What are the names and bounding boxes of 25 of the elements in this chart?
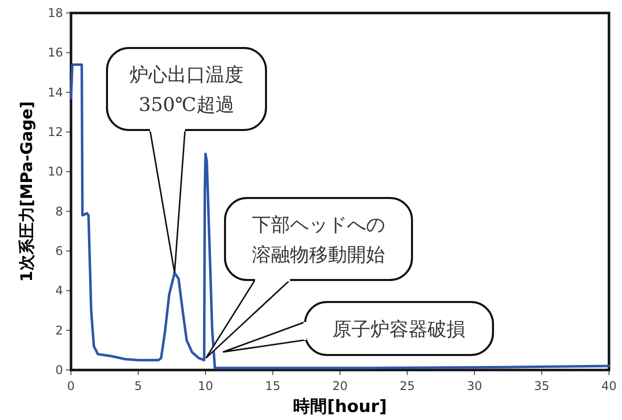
annotation: 炉心出口温度350℃超過	[130, 64, 244, 116]
x-axis-title: 時間[hour]	[293, 397, 387, 417]
x-tick-label: 0	[67, 379, 75, 393]
y-tick-label: 10	[48, 164, 63, 179]
x-tick-label: 20	[332, 379, 348, 393]
y-tick-label: 14	[48, 85, 63, 100]
x-tick-label: 30	[466, 379, 482, 393]
y-tick-label: 2	[55, 323, 63, 338]
annotation: 原子炉容器破損	[332, 318, 466, 340]
x-tick-label: 40	[601, 379, 617, 393]
x-tick-label: 15	[265, 379, 280, 393]
annotation: 下部ヘッドへの溶融物移動開始	[252, 214, 385, 266]
y-tick-label: 16	[48, 46, 63, 60]
y-tick-label: 6	[55, 244, 63, 258]
y-tick-label: 4	[55, 284, 63, 298]
y-tick-label: 12	[48, 125, 63, 139]
x-tick-label: 10	[198, 379, 214, 393]
y-axis-title: 1次系圧力[MPa-Gage]	[17, 101, 36, 282]
x-tick-label: 5	[134, 379, 142, 393]
x-tick-label: 35	[534, 379, 550, 393]
y-tick-label: 8	[55, 204, 63, 218]
line-series	[70, 63, 610, 370]
y-tick-label: 0	[55, 363, 63, 377]
x-tick-label: 25	[400, 379, 415, 393]
y-tick-label: 18	[48, 6, 63, 20]
